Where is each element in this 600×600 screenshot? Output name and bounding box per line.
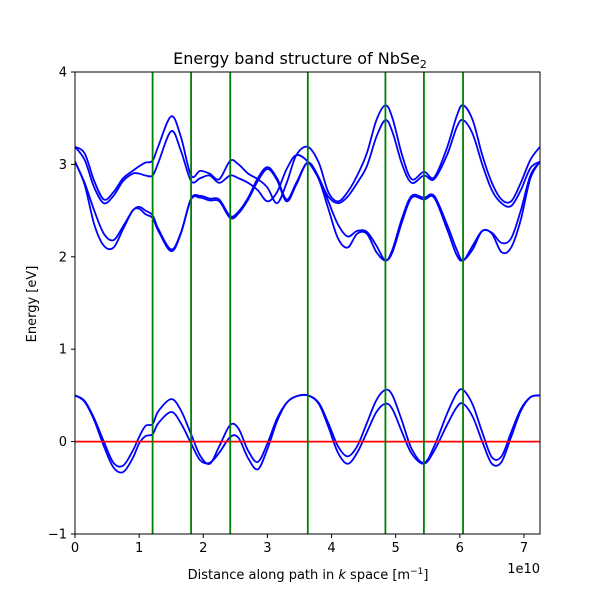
axes: 0 1 2 3 4 5 6 7 −1 0 1 2 3 4 bbox=[48, 66, 541, 556]
x-tick-label: 2 bbox=[199, 541, 207, 556]
axes-frame bbox=[74, 71, 541, 535]
plot-area bbox=[75, 72, 540, 534]
x-axis-label-exponent: −1 bbox=[410, 567, 423, 577]
chart-title-subscript: 2 bbox=[420, 58, 427, 71]
x-axis-label: Distance along path in k space [m−1] bbox=[188, 567, 429, 583]
x-tick-label: 7 bbox=[520, 541, 528, 556]
y-axis-label: Energy [eV] bbox=[25, 266, 40, 343]
chart-title: Energy band structure of NbSe2 bbox=[173, 49, 427, 71]
x-tick-label: 5 bbox=[392, 541, 400, 556]
x-axis-label-variable: k bbox=[338, 568, 346, 583]
y-tick-label: 3 bbox=[59, 158, 67, 173]
y-tick-label: 1 bbox=[59, 343, 67, 358]
y-tick-label: −1 bbox=[48, 528, 67, 543]
y-tick-label: 2 bbox=[59, 250, 67, 265]
y-tick-label: 4 bbox=[59, 66, 67, 81]
x-tick-label: 1 bbox=[135, 541, 143, 556]
x-axis-label-prefix: Distance along path in bbox=[188, 568, 339, 583]
x-tick-label: 0 bbox=[71, 541, 79, 556]
x-tick-label: 4 bbox=[327, 541, 335, 556]
chart-title-main: Energy band structure of NbSe bbox=[173, 49, 420, 68]
x-axis-label-suffix: space [m bbox=[346, 568, 410, 583]
plot-content bbox=[75, 72, 540, 534]
x-axis-label-close: ] bbox=[423, 568, 428, 583]
y-tick-label: 0 bbox=[59, 435, 67, 450]
x-tick-label: 6 bbox=[456, 541, 464, 556]
x-tick-label: 3 bbox=[263, 541, 271, 556]
x-axis-offset-label: 1e10 bbox=[507, 562, 540, 577]
